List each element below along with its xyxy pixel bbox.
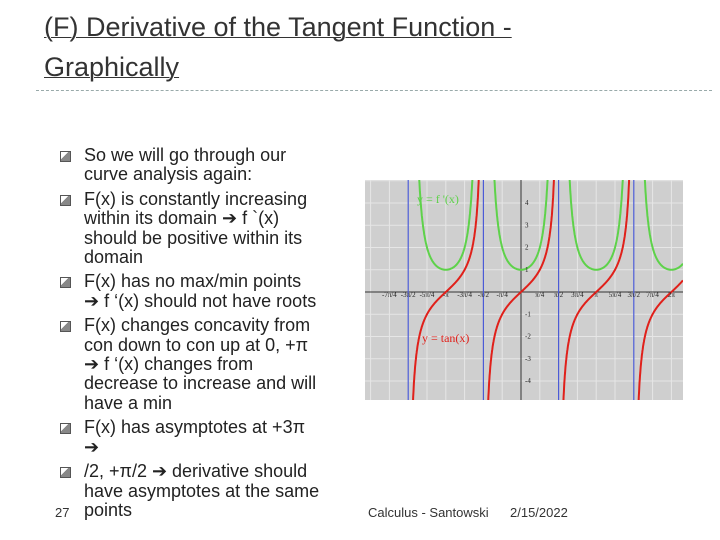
x-tick-label: -3π/4: [457, 291, 472, 299]
y-tick-label: 2: [525, 244, 529, 252]
bullet-line: ➔ f ‘(x) should not have roots: [84, 290, 317, 311]
tan-curve: [487, 180, 555, 400]
bullet-icon: [60, 467, 71, 479]
bullet-line: ➔: [84, 436, 100, 457]
x-tick-label: -7π/4: [382, 291, 397, 299]
bullet-line: /2, +π/2 ➔ derivative should: [84, 461, 308, 482]
divider: [36, 90, 712, 91]
bullet-icon: [60, 194, 71, 206]
x-tick-label: -3π/2: [401, 291, 416, 299]
slide-number: 27: [55, 505, 70, 520]
bullet: So we will go through our curve analysis …: [60, 145, 364, 185]
bullet: F(x) changes concavity from con down to c…: [60, 315, 364, 413]
x-tick-label: -5π/4: [420, 291, 435, 299]
tan-label: y = tan(x): [422, 331, 469, 345]
bullet-icon: [60, 277, 71, 289]
graph: -7π/4 -3π/2 -5π/4 -π -3π/4 -π/2 -π/4 π/4 π/2 3π/4…: [365, 180, 683, 400]
bullet-line: F(x) is constantly increasing: [84, 188, 308, 209]
y-tick-label: -3: [525, 355, 531, 363]
tan-curve: [562, 180, 631, 400]
y-tick-label: -1: [525, 310, 531, 318]
x-tick-label: -π: [443, 291, 449, 299]
bullet-line: have a min: [84, 392, 173, 413]
x-tick-label: 2π: [668, 291, 676, 299]
bullet: F(x) is constantly increasing within its …: [60, 188, 364, 268]
derivative-curve: [418, 180, 474, 271]
y-tick-label: -2: [525, 333, 531, 341]
bullet-icon: [60, 321, 71, 333]
x-tick-label: π/4: [535, 291, 544, 299]
bullet-icon: [60, 423, 71, 435]
bullet-line: So we will go through our: [84, 145, 287, 165]
bullet-line: curve analysis again:: [84, 164, 253, 185]
bullet: F(x) has asymptotes at +3π ➔: [60, 417, 364, 457]
bullet-line: have asymptotes at the same: [84, 480, 320, 501]
bullet-line: F(x) has no max/min points: [84, 271, 302, 292]
bullet-line: points: [84, 499, 133, 520]
title-line: (F) Derivative of the Tangent Function -: [44, 12, 512, 42]
bullet-line: ➔ f ‘(x) changes from: [84, 354, 254, 375]
x-tick-label: π/2: [554, 291, 563, 299]
derivative-curve: [643, 180, 683, 271]
bullet-line: con down to con up at 0, +π: [84, 334, 309, 355]
x-tick-label: 3π/2: [628, 291, 641, 299]
x-tick-label: -π/2: [478, 291, 490, 299]
bullet-line: F(x) changes concavity from: [84, 315, 311, 336]
bullet: /2, +π/2 ➔ derivative should have asympto…: [60, 461, 364, 520]
derivative-curve: [568, 180, 624, 271]
bullet-list: So we will go through our curve analysis …: [60, 145, 364, 525]
derivative-curve: [493, 180, 549, 271]
y-tick-label: -4: [525, 377, 531, 385]
tan-curve: [637, 279, 683, 400]
y-tick-label: 1: [525, 266, 529, 274]
footer-date: 2/15/2022: [510, 505, 568, 520]
derivative-label: y = f '(x): [417, 192, 459, 206]
x-tick-label: 7π/4: [646, 291, 659, 299]
bullet-line: domain: [84, 247, 144, 268]
bullet-icon: [60, 151, 71, 162]
x-tick-label: -π/4: [497, 291, 509, 299]
y-tick-label: 4: [525, 199, 529, 207]
bullet-line: should be positive within its: [84, 227, 303, 248]
x-tick-label: 5π/4: [609, 291, 622, 299]
bullet-line: within its domain ➔ f `(x): [84, 208, 280, 229]
footer-author: Calculus - Santowski: [368, 505, 489, 520]
y-tick-label: 3: [525, 221, 529, 229]
bullet-line: F(x) has asymptotes at +3π: [84, 417, 306, 438]
bullet: F(x) has no max/min points ➔ f ‘(x) shoul…: [60, 271, 364, 311]
title-line: Graphically: [44, 52, 180, 82]
x-tick-label: 3π/4: [571, 291, 584, 299]
tan-curve: [412, 180, 480, 400]
bullet-line: decrease to increase and will: [84, 373, 317, 394]
x-tick-label: π: [594, 291, 598, 299]
